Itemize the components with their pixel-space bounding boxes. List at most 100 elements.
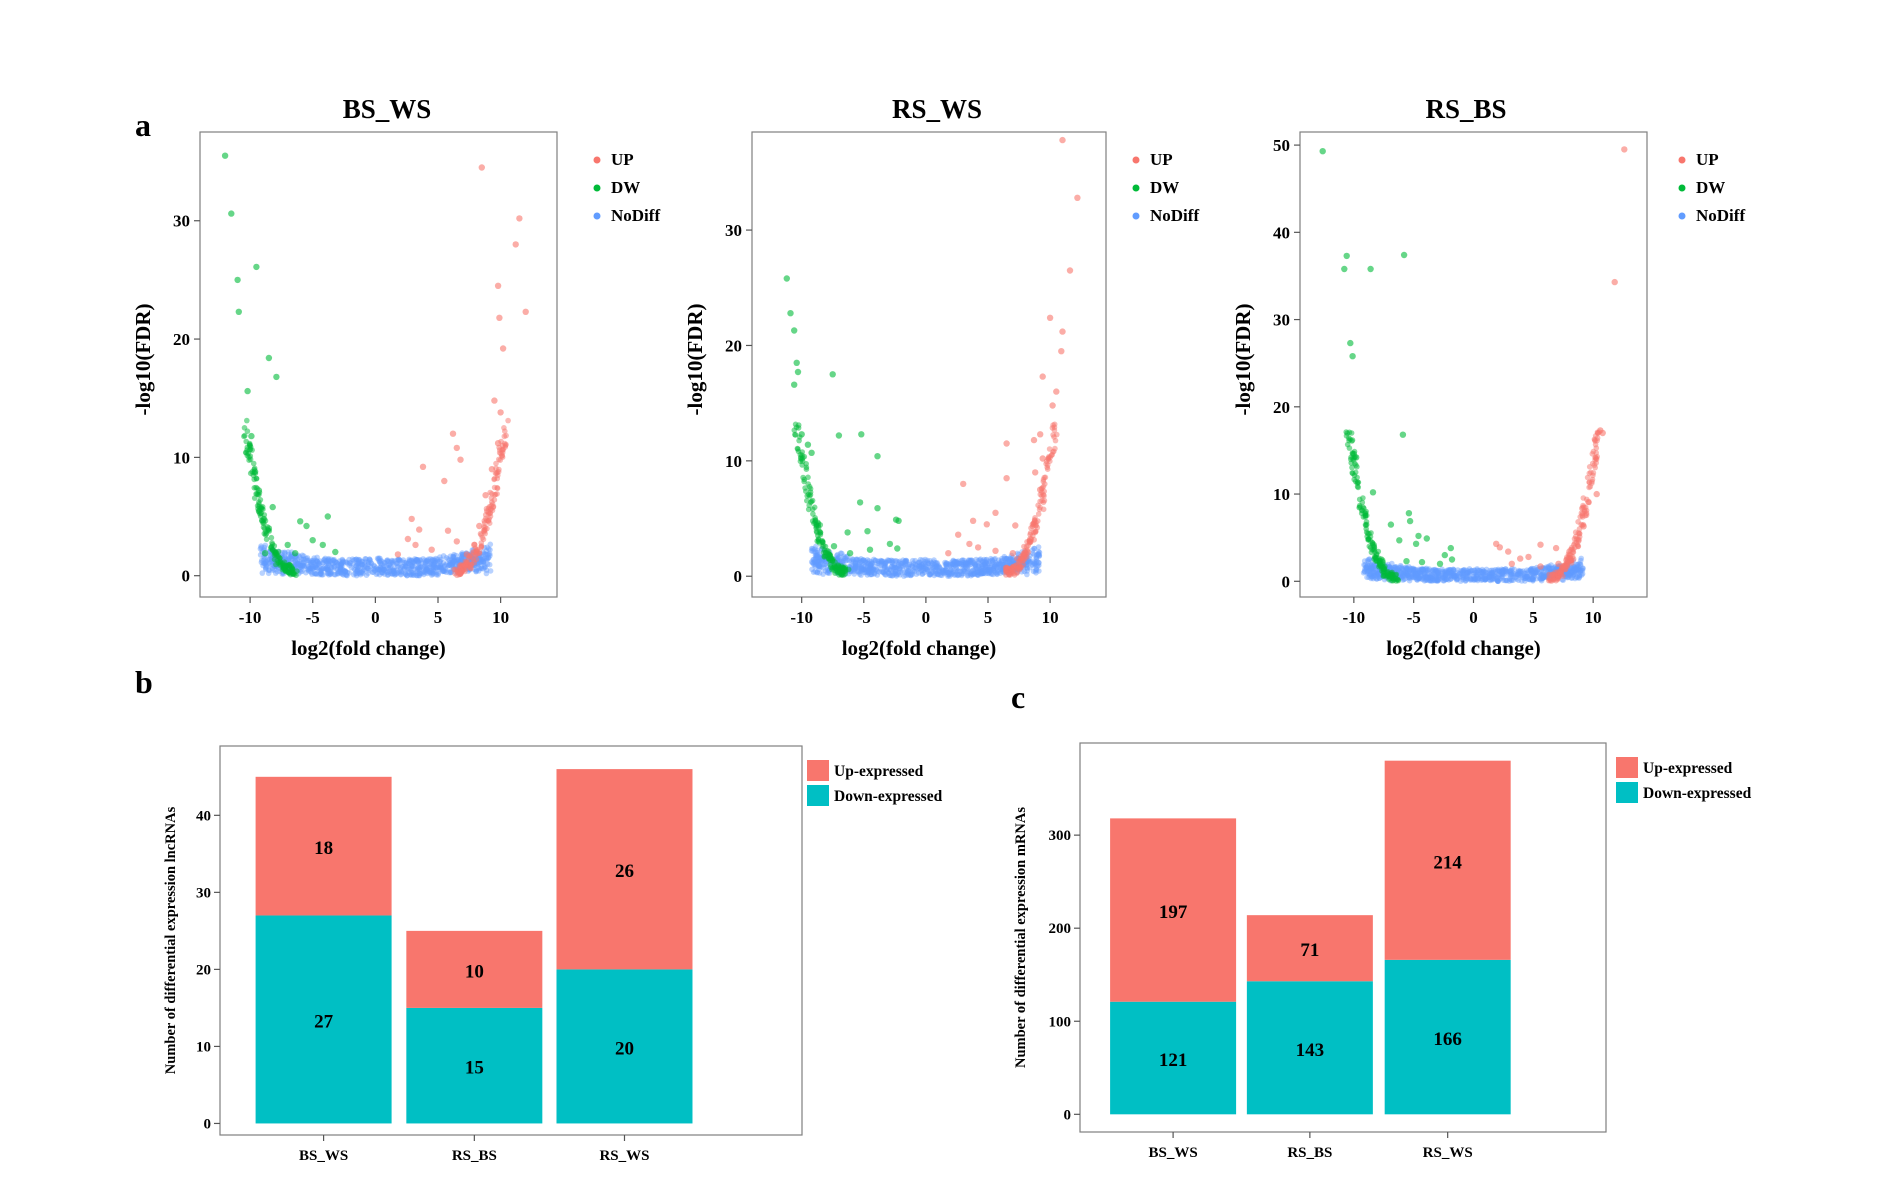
nodiff-point [484, 557, 490, 563]
nodiff-point [1512, 574, 1518, 580]
nodiff-point [361, 564, 368, 570]
nodiff-point [347, 560, 353, 566]
nodiff-point [1474, 566, 1480, 572]
nodiff-point [961, 560, 967, 566]
nodiff-point [395, 563, 401, 570]
nodiff-point [861, 564, 867, 570]
up-arm-point [1557, 570, 1563, 576]
nodiff-point [1529, 568, 1536, 574]
nodiff-point [484, 551, 490, 558]
nodiff-point [372, 567, 378, 574]
nodiff-point [1521, 575, 1528, 582]
nodiff-point [928, 560, 935, 566]
nodiff-point [813, 552, 820, 559]
nodiff-point [359, 568, 366, 575]
nodiff-point [863, 567, 869, 573]
nodiff-point [956, 560, 962, 567]
nodiff-point [977, 568, 983, 575]
nodiff-point [318, 567, 325, 574]
nodiff-point [1402, 565, 1409, 572]
nodiff-point [1364, 569, 1370, 575]
nodiff-point [1528, 569, 1534, 575]
nodiff-point [414, 572, 420, 579]
dw-arm-point [806, 493, 813, 499]
nodiff-point [1031, 560, 1037, 566]
dw-point [844, 529, 851, 536]
nodiff-point [1033, 559, 1039, 566]
nodiff-point [428, 572, 435, 578]
nodiff-point [330, 557, 336, 564]
y-tick-label: 20 [725, 336, 742, 355]
nodiff-point [988, 571, 995, 577]
nodiff-point [1362, 562, 1368, 568]
nodiff-point [1529, 575, 1536, 581]
up-arm-point [1041, 493, 1047, 499]
nodiff-point [406, 569, 412, 575]
dw-point [1406, 517, 1414, 525]
nodiff-point [1575, 569, 1582, 576]
nodiff-point [1503, 566, 1509, 572]
nodiff-point [1574, 568, 1580, 574]
nodiff-point [1369, 563, 1376, 569]
nodiff-point [922, 556, 928, 563]
nodiff-point [262, 566, 269, 573]
dw-point [895, 517, 902, 524]
nodiff-point [350, 557, 357, 564]
nodiff-point [1450, 566, 1457, 573]
nodiff-point [425, 568, 431, 574]
up-point [1059, 136, 1066, 144]
nodiff-point [980, 559, 986, 566]
nodiff-point [312, 559, 319, 566]
bar-value-label: 197 [1159, 902, 1188, 923]
nodiff-point [328, 565, 335, 571]
nodiff-point [1569, 569, 1575, 575]
nodiff-point [486, 551, 493, 557]
nodiff-point [1441, 577, 1447, 584]
nodiff-point [977, 567, 984, 573]
nodiff-point [904, 569, 911, 576]
nodiff-point [865, 569, 872, 575]
up-arm-point [1015, 559, 1022, 565]
nodiff-point [939, 572, 945, 579]
nodiff-point [923, 564, 930, 570]
nodiff-point [896, 565, 903, 571]
nodiff-point [920, 567, 927, 574]
nodiff-point [977, 556, 984, 562]
nodiff-point [314, 554, 320, 561]
nodiff-point [925, 568, 931, 575]
nodiff-point [922, 566, 929, 572]
nodiff-point [1420, 570, 1427, 576]
nodiff-point [992, 555, 998, 562]
nodiff-point [411, 566, 417, 573]
nodiff-point [873, 566, 880, 573]
nodiff-point [281, 554, 288, 560]
nodiff-point [440, 553, 447, 559]
nodiff-point [985, 570, 991, 576]
nodiff-point [950, 558, 956, 564]
nodiff-point [1466, 570, 1473, 576]
nodiff-point [896, 566, 902, 572]
nodiff-point [863, 569, 870, 575]
nodiff-point [890, 557, 896, 564]
nodiff-point [296, 554, 303, 560]
nodiff-point [353, 563, 360, 569]
x-tick-label: 0 [1469, 608, 1478, 627]
y-tick-label: 30 [173, 212, 190, 231]
nodiff-point [361, 566, 367, 573]
nodiff-point [822, 568, 829, 574]
nodiff-point [963, 559, 969, 566]
nodiff-point [862, 559, 869, 566]
nodiff-point [978, 565, 985, 572]
nodiff-point [838, 550, 845, 557]
up-point [1066, 267, 1074, 274]
nodiff-point [995, 561, 1002, 568]
nodiff-point [957, 560, 964, 567]
nodiff-point [351, 566, 357, 572]
nodiff-point [864, 557, 871, 563]
y-tick-label: 0 [1064, 1107, 1072, 1123]
nodiff-point [878, 562, 884, 568]
nodiff-point [912, 561, 919, 568]
nodiff-point [455, 557, 462, 564]
nodiff-point [1522, 573, 1529, 579]
nodiff-point [301, 563, 308, 570]
